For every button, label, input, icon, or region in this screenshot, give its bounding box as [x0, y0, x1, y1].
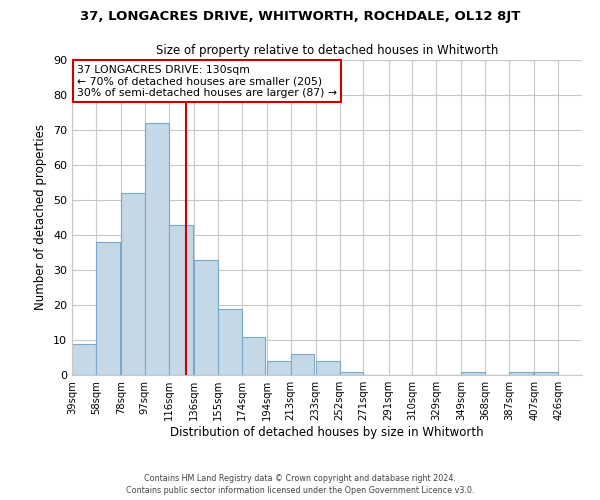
- Bar: [267, 361, 290, 375]
- Bar: [316, 361, 340, 375]
- Bar: [121, 193, 145, 375]
- Bar: [509, 372, 533, 375]
- Y-axis label: Number of detached properties: Number of detached properties: [34, 124, 47, 310]
- Bar: [169, 224, 193, 375]
- Bar: [242, 336, 265, 375]
- Bar: [218, 308, 242, 375]
- Bar: [534, 372, 558, 375]
- Text: Contains HM Land Registry data © Crown copyright and database right 2024.
Contai: Contains HM Land Registry data © Crown c…: [126, 474, 474, 495]
- X-axis label: Distribution of detached houses by size in Whitworth: Distribution of detached houses by size …: [170, 426, 484, 439]
- Bar: [461, 372, 485, 375]
- Text: 37, LONGACRES DRIVE, WHITWORTH, ROCHDALE, OL12 8JT: 37, LONGACRES DRIVE, WHITWORTH, ROCHDALE…: [80, 10, 520, 23]
- Bar: [340, 372, 364, 375]
- Bar: [72, 344, 96, 375]
- Bar: [145, 123, 169, 375]
- Bar: [96, 242, 120, 375]
- Bar: [290, 354, 314, 375]
- Bar: [194, 260, 218, 375]
- Text: 37 LONGACRES DRIVE: 130sqm
← 70% of detached houses are smaller (205)
30% of sem: 37 LONGACRES DRIVE: 130sqm ← 70% of deta…: [77, 64, 337, 98]
- Title: Size of property relative to detached houses in Whitworth: Size of property relative to detached ho…: [156, 44, 498, 58]
